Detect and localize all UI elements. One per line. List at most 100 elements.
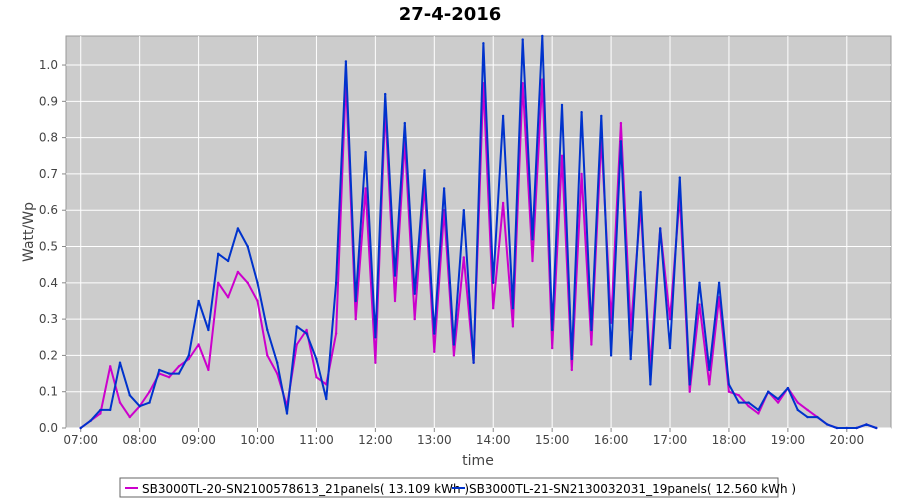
data-point-series-2 bbox=[668, 346, 672, 350]
data-point-series-1 bbox=[128, 415, 131, 419]
data-point-series-2 bbox=[246, 245, 249, 248]
data-point-series-2 bbox=[413, 292, 416, 295]
data-point-series-1 bbox=[393, 299, 397, 303]
data-point-series-2 bbox=[138, 405, 141, 408]
data-point-series-1 bbox=[109, 365, 112, 368]
data-point-series-1 bbox=[492, 307, 495, 310]
data-point-series-2 bbox=[305, 332, 308, 335]
legend-label-series-1: SB3000TL-20-SN2100578613_21panels( 13.10… bbox=[142, 482, 469, 496]
data-point-series-1 bbox=[708, 383, 711, 386]
x-tick-label: 08:00 bbox=[122, 433, 157, 447]
y-tick-label: 0.6 bbox=[39, 203, 58, 217]
y-tick-label: 0.7 bbox=[39, 167, 58, 181]
y-tick-label: 0.4 bbox=[39, 276, 58, 290]
data-point-series-1 bbox=[531, 259, 534, 263]
x-tick-label: 11:00 bbox=[299, 433, 334, 447]
ticks: 0.0 0.1 0.2 0.3 0.4 0.5 0.6 0.7 0.8 0.9 1.0 07:00 08… bbox=[39, 58, 864, 447]
data-point-series-2 bbox=[109, 408, 112, 412]
data-point-series-2 bbox=[570, 357, 573, 361]
data-point-series-2 bbox=[845, 426, 848, 430]
data-point-series-1 bbox=[806, 408, 809, 412]
data-point-series-2 bbox=[89, 419, 92, 422]
data-point-series-1 bbox=[590, 343, 593, 346]
data-point-series-1 bbox=[305, 328, 308, 332]
data-point-series-2 bbox=[236, 227, 240, 230]
x-tick-label: 15:00 bbox=[535, 433, 570, 447]
data-point-series-2 bbox=[786, 386, 790, 390]
data-point-series-1 bbox=[501, 201, 505, 205]
data-point-series-1 bbox=[413, 317, 416, 321]
data-point-series-1 bbox=[737, 394, 740, 397]
data-point-series-1 bbox=[236, 270, 240, 274]
data-point-series-1 bbox=[560, 154, 564, 157]
data-point-series-2 bbox=[865, 423, 868, 426]
data-point-series-2 bbox=[767, 390, 770, 393]
data-point-series-2 bbox=[187, 354, 190, 357]
data-point-series-2 bbox=[727, 383, 731, 386]
data-point-series-1 bbox=[118, 401, 122, 404]
data-point-series-1 bbox=[99, 412, 102, 415]
data-point-series-2 bbox=[295, 325, 298, 328]
data-point-series-1 bbox=[433, 350, 436, 353]
x-tick-label: 12:00 bbox=[358, 433, 393, 447]
data-point-series-2 bbox=[226, 259, 230, 263]
data-point-series-1 bbox=[197, 343, 200, 346]
data-point-series-2 bbox=[452, 343, 456, 346]
y-tick-label: 0.8 bbox=[39, 131, 58, 145]
data-point-series-1 bbox=[256, 299, 259, 303]
x-tick-label: 10:00 bbox=[240, 433, 275, 447]
data-point-series-2 bbox=[276, 361, 279, 364]
x-tick-label: 07:00 bbox=[63, 433, 98, 447]
data-point-series-2 bbox=[384, 92, 387, 96]
data-point-series-1 bbox=[334, 332, 338, 335]
series-layer bbox=[79, 34, 878, 430]
data-point-series-1 bbox=[246, 281, 249, 284]
x-tick-label: 20:00 bbox=[830, 433, 865, 447]
legend-box bbox=[119, 477, 779, 498]
data-point-series-2 bbox=[619, 140, 623, 143]
x-axis-title: time bbox=[462, 453, 494, 469]
data-point-series-2 bbox=[285, 412, 289, 415]
data-point-series-2 bbox=[835, 426, 839, 430]
data-point-series-2 bbox=[747, 401, 750, 404]
data-point-series-2 bbox=[629, 357, 632, 361]
data-point-series-2 bbox=[167, 372, 171, 375]
data-point-series-2 bbox=[433, 332, 436, 335]
data-point-series-1 bbox=[148, 390, 151, 393]
data-point-series-2 bbox=[580, 111, 583, 114]
data-point-series-2 bbox=[600, 114, 603, 118]
data-point-series-2 bbox=[354, 299, 357, 303]
data-point-series-1 bbox=[727, 390, 731, 393]
data-point-series-1 bbox=[570, 368, 573, 372]
data-point-series-2 bbox=[875, 426, 878, 430]
x-tick-label: 16:00 bbox=[594, 433, 629, 447]
data-point-series-2 bbox=[708, 368, 711, 372]
data-point-series-1 bbox=[354, 317, 357, 321]
x-tick-label: 13:00 bbox=[417, 433, 452, 447]
data-point-series-2 bbox=[217, 252, 220, 255]
data-point-series-2 bbox=[197, 299, 200, 303]
data-point-series-2 bbox=[590, 328, 593, 332]
data-point-series-2 bbox=[403, 121, 406, 125]
data-point-series-2 bbox=[256, 281, 259, 284]
data-point-series-1 bbox=[698, 303, 701, 306]
chart-title: 27-4-2016 bbox=[399, 4, 502, 25]
y-tick-label: 0.2 bbox=[39, 348, 58, 362]
data-point-series-2 bbox=[855, 426, 858, 430]
y-tick-label: 0.9 bbox=[39, 94, 58, 108]
data-point-series-2 bbox=[99, 408, 102, 412]
y-tick-label: 0.5 bbox=[39, 240, 58, 254]
data-point-series-1 bbox=[452, 354, 456, 357]
data-point-series-2 bbox=[717, 281, 721, 284]
data-point-series-2 bbox=[393, 274, 397, 277]
data-point-series-2 bbox=[511, 307, 515, 310]
data-point-series-2 bbox=[541, 34, 544, 38]
data-point-series-2 bbox=[639, 190, 642, 194]
y-tick-label: 0.1 bbox=[39, 385, 58, 399]
data-point-series-2 bbox=[442, 187, 446, 190]
data-point-series-1 bbox=[580, 172, 583, 176]
data-point-series-2 bbox=[776, 397, 780, 401]
x-tick-label: 19:00 bbox=[771, 433, 806, 447]
